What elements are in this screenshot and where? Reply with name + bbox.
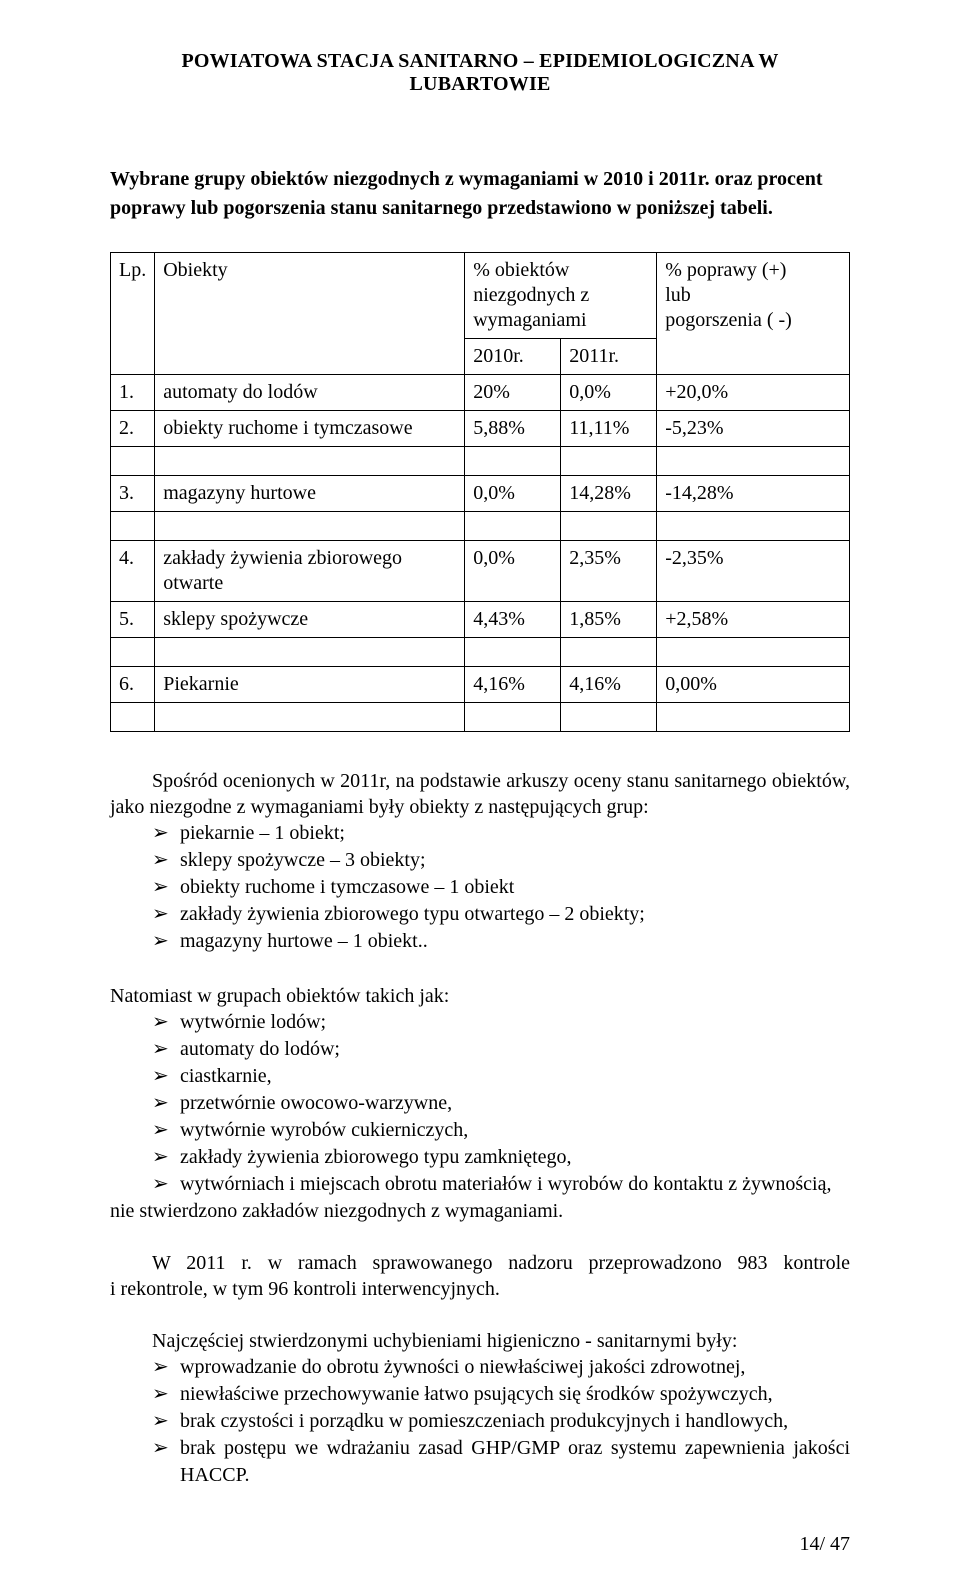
table-row-spacer	[111, 638, 850, 667]
table-row: 2. obiekty ruchome i tymczasowe 5,88% 11…	[111, 411, 850, 447]
body-block-2: Natomiast w grupach obiektów takich jak:…	[110, 983, 850, 1230]
cell-y2: 1,85%	[561, 602, 657, 638]
table-row: 6. Piekarnie 4,16% 4,16% 0,00%	[111, 667, 850, 703]
cell-y2: 0,0%	[561, 375, 657, 411]
cell-y1: 0,0%	[465, 476, 561, 512]
cell-ch: +20,0%	[657, 375, 850, 411]
cell-y1: 0,0%	[465, 541, 561, 602]
cell-ch: -2,35%	[657, 541, 850, 602]
col-change-l1: % poprawy (+)	[665, 259, 786, 281]
col-obiekty: Obiekty	[155, 253, 465, 375]
cell-ch: +2,58%	[657, 602, 850, 638]
cell-ob: zakłady żywienia zbiorowego otwarte	[155, 541, 465, 602]
col-change-l3: pogorszenia ( -)	[665, 309, 792, 331]
cell-y2: 14,28%	[561, 476, 657, 512]
paragraph: nie stwierdzono zakładów niezgodnych z w…	[110, 1198, 850, 1224]
cell-ob: obiekty ruchome i tymczasowe	[155, 411, 465, 447]
list-item: wprowadzanie do obrotu żywności o niewła…	[152, 1354, 850, 1381]
paragraph: Natomiast w grupach obiektów takich jak:	[110, 983, 850, 1009]
list-item: automaty do lodów;	[152, 1036, 850, 1063]
bullet-list-2: wytwórnie lodów; automaty do lodów; cias…	[110, 1009, 850, 1198]
section-intro: Wybrane grupy obiektów niezgodnych z wym…	[110, 166, 850, 252]
paragraph: Najczęściej stwierdzonymi uchybieniami h…	[110, 1328, 850, 1354]
cell-lp: 4.	[111, 541, 155, 602]
list-item: niewłaściwe przechowywanie łatwo psujący…	[152, 1381, 850, 1408]
cell-y1: 4,43%	[465, 602, 561, 638]
list-item: zakłady żywienia zbiorowego typu zamknię…	[152, 1144, 850, 1171]
cell-ch: -5,23%	[657, 411, 850, 447]
page: POWIATOWA STACJA SANITARNO – EPIDEMIOLOG…	[0, 0, 960, 1596]
cell-lp: 1.	[111, 375, 155, 411]
cell-y2: 11,11%	[561, 411, 657, 447]
cell-y2: 4,16%	[561, 667, 657, 703]
cell-y2: 2,35%	[561, 541, 657, 602]
body-block-3: W 2011 r. w ramach sprawowanego nadzoru …	[110, 1250, 850, 1308]
col-lp: Lp.	[111, 253, 155, 375]
cell-lp: 3.	[111, 476, 155, 512]
cell-ch: 0,00%	[657, 667, 850, 703]
page-number: 14/ 47	[799, 1533, 850, 1556]
list-item: sklepy spożywcze – 3 obiekty;	[152, 847, 850, 874]
document-header: POWIATOWA STACJA SANITARNO – EPIDEMIOLOG…	[110, 50, 850, 96]
cell-ob: magazyny hurtowe	[155, 476, 465, 512]
list-item: wytwórnie lodów;	[152, 1009, 850, 1036]
list-item: wytwórnie wyrobów cukierniczych,	[152, 1117, 850, 1144]
table-row-spacer	[111, 703, 850, 732]
table-row-spacer	[111, 512, 850, 541]
cell-y1: 5,88%	[465, 411, 561, 447]
body-block-4: Najczęściej stwierdzonymi uchybieniami h…	[110, 1328, 850, 1497]
col-niezgodne-group: % obiektów niezgodnych z wymaganiami	[465, 253, 657, 339]
table-header-row-1: Lp. Obiekty % obiektów niezgodnych z wym…	[111, 253, 850, 339]
body-block-1: Spośród ocenionych w 2011r, na podstawie…	[110, 768, 850, 963]
list-item: brak czystości i porządku w pomieszczeni…	[152, 1408, 850, 1435]
data-table: Lp. Obiekty % obiektów niezgodnych z wym…	[110, 252, 850, 732]
section-title-line1: Wybrane grupy obiektów niezgodnych z wym…	[110, 166, 850, 193]
cell-lp: 5.	[111, 602, 155, 638]
list-item: brak postępu we wdrażaniu zasad GHP/GMP …	[152, 1435, 850, 1489]
list-item: magazyny hurtowe – 1 obiekt..	[152, 928, 850, 955]
cell-y1: 4,16%	[465, 667, 561, 703]
list-item: zakłady żywienia zbiorowego typu otwarte…	[152, 901, 850, 928]
col-change: % poprawy (+) lub pogorszenia ( -)	[657, 253, 850, 375]
cell-lp: 6.	[111, 667, 155, 703]
list-item: ciastkarnie,	[152, 1063, 850, 1090]
cell-ob: sklepy spożywcze	[155, 602, 465, 638]
paragraph: W 2011 r. w ramach sprawowanego nadzoru …	[110, 1250, 850, 1302]
table-row: 1. automaty do lodów 20% 0,0% +20,0%	[111, 375, 850, 411]
table-row-spacer	[111, 447, 850, 476]
paragraph: Spośród ocenionych w 2011r, na podstawie…	[110, 768, 850, 820]
cell-ob: automaty do lodów	[155, 375, 465, 411]
bullet-list-1: piekarnie – 1 obiekt; sklepy spożywcze –…	[110, 820, 850, 955]
col-change-l2: lub	[665, 284, 691, 306]
table-row: 4. zakłady żywienia zbiorowego otwarte 0…	[111, 541, 850, 602]
table-row: 5. sklepy spożywcze 4,43% 1,85% +2,58%	[111, 602, 850, 638]
table-row: 3. magazyny hurtowe 0,0% 14,28% -14,28%	[111, 476, 850, 512]
list-item: piekarnie – 1 obiekt;	[152, 820, 850, 847]
section-title-line2: poprawy lub pogorszenia stanu sanitarneg…	[110, 195, 850, 222]
list-item: przetwórnie owocowo-warzywne,	[152, 1090, 850, 1117]
cell-y1: 20%	[465, 375, 561, 411]
col-2010: 2010r.	[465, 339, 561, 375]
list-item: wytwórniach i miejscach obrotu materiałó…	[152, 1171, 850, 1198]
cell-ch: -14,28%	[657, 476, 850, 512]
cell-ob: Piekarnie	[155, 667, 465, 703]
bullet-list-3: wprowadzanie do obrotu żywności o niewła…	[110, 1354, 850, 1489]
col-2011: 2011r.	[561, 339, 657, 375]
list-item: obiekty ruchome i tymczasowe – 1 obiekt	[152, 874, 850, 901]
cell-lp: 2.	[111, 411, 155, 447]
